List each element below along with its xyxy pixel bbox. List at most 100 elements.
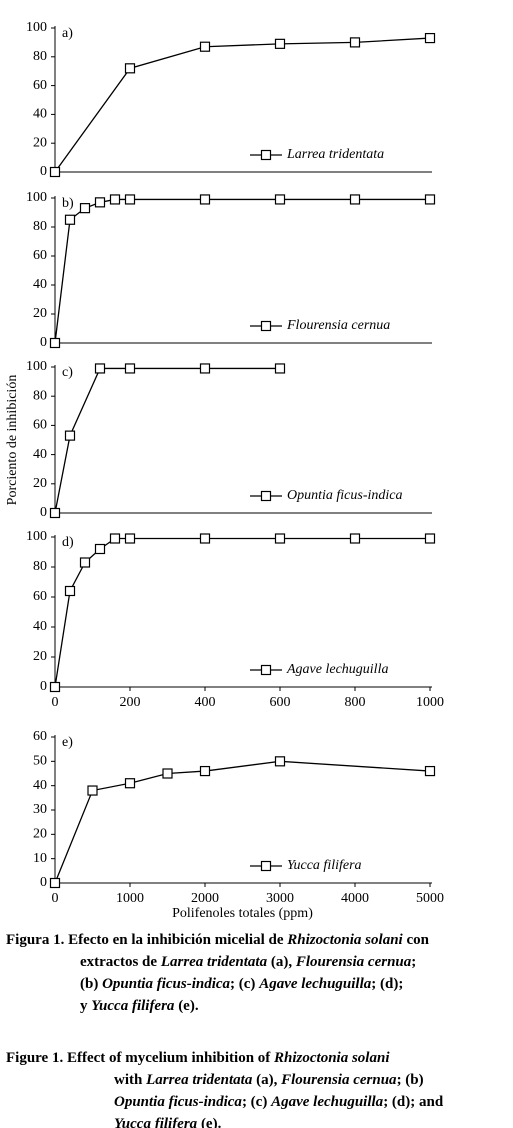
- marker: [424, 32, 436, 44]
- legend-label: Agave lechuguilla: [286, 662, 388, 677]
- marker: [274, 756, 286, 767]
- marker: [424, 765, 436, 777]
- caption-text: y: [80, 998, 91, 1014]
- legend-label: Opuntia ficus-indica: [287, 488, 403, 503]
- caption-line: Figure 1. Effect of mycelium inhibition …: [6, 1050, 390, 1066]
- legend-marker: [260, 664, 272, 676]
- caption-text: (e).: [174, 998, 198, 1014]
- caption-text: Larrea tridentata: [145, 1072, 253, 1088]
- caption-line: Yucca filifera (e).: [114, 1116, 222, 1128]
- marker: [109, 194, 121, 205]
- x-tick-label: 1000: [116, 891, 144, 906]
- panel-label: a): [62, 26, 73, 41]
- caption-text: Opuntia ficus-indica: [102, 976, 230, 992]
- marker: [274, 194, 286, 205]
- marker: [349, 533, 361, 544]
- y-tick-label: 20: [33, 306, 47, 321]
- legend-marker: [260, 149, 272, 161]
- y-tick-label: 20: [33, 827, 47, 842]
- y-tick-label: 50: [33, 754, 47, 769]
- x-tick-label: 0: [52, 891, 59, 906]
- legend-label: Flourensia cernua: [286, 318, 390, 333]
- caption-text: Figura 1. Efecto en la inhibición miceli…: [6, 932, 287, 948]
- caption-line: y Yucca filifera (e).: [80, 998, 199, 1014]
- caption-text: ;: [411, 954, 416, 970]
- marker: [94, 197, 106, 208]
- y-tick-label: 80: [33, 219, 47, 234]
- caption-text: Yucca filifera: [91, 998, 175, 1014]
- y-tick-label: 40: [33, 447, 47, 462]
- marker: [94, 363, 106, 374]
- series-line: [54, 198, 430, 344]
- marker: [49, 337, 61, 349]
- caption-line: extractos de Larrea tridentata (a), Flou…: [80, 954, 416, 970]
- marker: [199, 533, 211, 544]
- y-tick-label: 60: [33, 248, 47, 263]
- caption-text: Flourensia cernua: [295, 954, 412, 970]
- caption-line: with Larrea tridentata (a), Flourensia c…: [114, 1072, 424, 1088]
- caption-text: (b): [80, 976, 102, 992]
- marker: [349, 37, 361, 48]
- marker: [49, 877, 61, 889]
- marker: [162, 768, 173, 779]
- y-tick-label: 60: [33, 418, 47, 433]
- marker: [424, 194, 436, 205]
- y-tick-label: 40: [33, 107, 47, 122]
- x-tick-label: 600: [270, 695, 291, 710]
- caption-text: Agave lechuguilla: [270, 1094, 384, 1110]
- caption-text: Rhizoctonia solani: [273, 1050, 390, 1066]
- x-tick-label: 4000: [341, 891, 369, 906]
- y-tick-label: 20: [33, 135, 47, 150]
- panel-label: c): [62, 365, 73, 380]
- y-tick-label: 100: [26, 359, 47, 374]
- caption-line: Opuntia ficus-indica; (c) Agave lechugui…: [114, 1094, 444, 1110]
- y-tick-label: 40: [33, 619, 47, 634]
- x-tick-label: 5000: [416, 891, 444, 906]
- caption-text: with: [114, 1072, 146, 1088]
- marker: [49, 507, 61, 519]
- x-axis-label: Polifenoles totales (ppm): [172, 906, 313, 921]
- marker: [124, 778, 136, 789]
- series-line: [54, 537, 430, 688]
- x-tick-label: 3000: [266, 891, 294, 906]
- y-tick-label: 0: [40, 335, 47, 350]
- marker: [64, 430, 76, 441]
- marker: [124, 363, 136, 374]
- marker: [274, 533, 286, 544]
- marker: [124, 533, 136, 544]
- series-line: [54, 37, 431, 173]
- marker: [87, 785, 98, 796]
- marker: [124, 194, 136, 205]
- y-tick-label: 40: [33, 277, 47, 292]
- caption-line: Figura 1. Efecto en la inhibición miceli…: [6, 932, 430, 948]
- marker: [199, 194, 211, 205]
- legend-marker: [260, 320, 272, 332]
- caption-text: (e).: [197, 1116, 221, 1128]
- legend-label: Yucca filifera: [287, 858, 362, 873]
- marker: [49, 166, 61, 178]
- y-tick-label: 20: [33, 476, 47, 491]
- caption-line: (b) Opuntia ficus-indica; (c) Agave lech…: [80, 976, 403, 992]
- marker: [274, 363, 286, 374]
- x-tick-label: 800: [345, 695, 366, 710]
- marker: [124, 63, 136, 74]
- marker: [199, 41, 211, 52]
- marker: [79, 557, 91, 568]
- y-tick-label: 100: [26, 529, 47, 544]
- y-tick-label: 40: [33, 778, 47, 793]
- marker: [349, 194, 361, 205]
- y-tick-label: 0: [40, 679, 47, 694]
- y-tick-label: 60: [33, 78, 47, 93]
- y-tick-label: 100: [26, 20, 47, 35]
- caption-text: ; (d); and: [383, 1094, 444, 1110]
- marker: [94, 543, 106, 555]
- caption-text: (a),: [267, 954, 296, 970]
- marker: [424, 533, 436, 544]
- y-tick-label: 60: [33, 729, 47, 744]
- caption-text: Agave lechuguilla: [258, 976, 372, 992]
- x-tick-label: 0: [52, 695, 59, 710]
- legend-label: Larrea tridentata: [286, 147, 384, 162]
- y-tick-label: 80: [33, 49, 47, 64]
- marker: [49, 681, 61, 693]
